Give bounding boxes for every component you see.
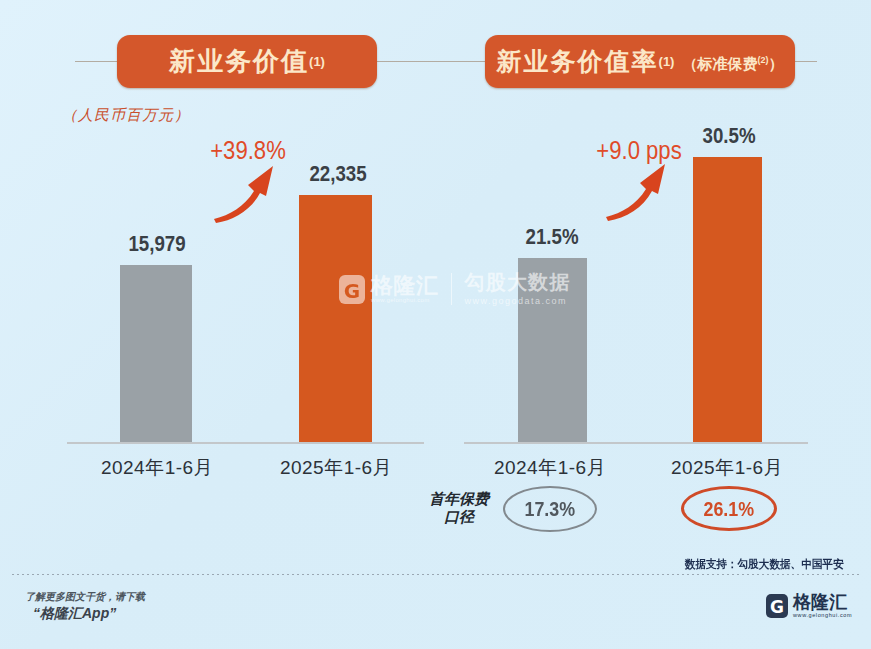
watermark-brand: 格隆汇 <box>371 275 439 297</box>
premium-oval-2025: 26.1% <box>681 486 777 531</box>
chart1-title: 新业务价值 <box>169 44 309 79</box>
chart1-value-2024: 15,979 <box>128 231 185 257</box>
chart1-title-pill: 新业务价值(1) <box>117 35 377 88</box>
watermark-partner-url: www.gogodata.com <box>465 296 571 306</box>
chart2-cat-2025: 2025年1-6月 <box>671 455 783 481</box>
chart1-growth-arrow <box>213 160 285 226</box>
chart2-title-note: （标准保费(2)） <box>682 55 783 74</box>
chart1-bar-2025 <box>299 195 372 444</box>
chart2-axis <box>464 442 808 444</box>
watermark-logo-icon: G <box>339 274 365 305</box>
chart2-value-2024: 21.5% <box>525 224 578 250</box>
data-source-note: 数据支持：勾股大数据、中国平安 <box>684 557 843 572</box>
chart1-value-2025: 22,335 <box>309 161 366 187</box>
brand-url: www.gelonghui.com <box>793 612 852 618</box>
watermark-divider <box>451 273 452 305</box>
watermark: G 格隆汇 www.gelonghui.com 勾股大数据 www.gogoda… <box>339 272 571 306</box>
footer-promo-line1: 了解更多图文干货，请下载 <box>25 590 145 604</box>
premium-oval-2024: 17.3% <box>503 486 597 532</box>
gelonghui-logo-icon: G <box>766 593 788 619</box>
premium-caliber-label: 首年保费 口径 <box>428 490 490 526</box>
svg-text:G: G <box>770 597 784 617</box>
chart2-title-footnote-sup: (1) <box>659 54 675 69</box>
chart1-unit-note: （人民币百万元） <box>62 106 190 125</box>
chart1-bar-2024 <box>120 265 192 443</box>
infographic-page: 新业务价值(1) 新业务价值率(1)（标准保费(2)） （人民币百万元） 15,… <box>0 0 871 649</box>
chart1-axis <box>67 442 424 444</box>
chart2-growth-arrow <box>605 158 677 224</box>
brand-name: 格隆汇 <box>793 593 852 612</box>
watermark-brand-url: www.gelonghui.com <box>371 297 439 303</box>
chart2-title: 新业务价值率 <box>497 45 659 78</box>
watermark-partner: 勾股大数据 <box>465 272 571 293</box>
chart2-cat-2024: 2024年1-6月 <box>494 455 606 481</box>
chart2-bar-2025 <box>693 157 762 443</box>
footer-divider <box>12 574 859 575</box>
chart1-cat-2025: 2025年1-6月 <box>280 455 392 481</box>
footer-promo-line2: “格隆汇App” <box>33 605 116 623</box>
chart2-title-pill: 新业务价值率(1) （标准保费(2)） <box>485 35 795 88</box>
gelonghui-brand: G 格隆汇 www.gelonghui.com <box>766 593 852 619</box>
chart1-title-footnote-sup: (1) <box>309 54 325 69</box>
chart2-value-2025: 30.5% <box>702 123 755 149</box>
chart1-cat-2024: 2024年1-6月 <box>101 455 213 481</box>
